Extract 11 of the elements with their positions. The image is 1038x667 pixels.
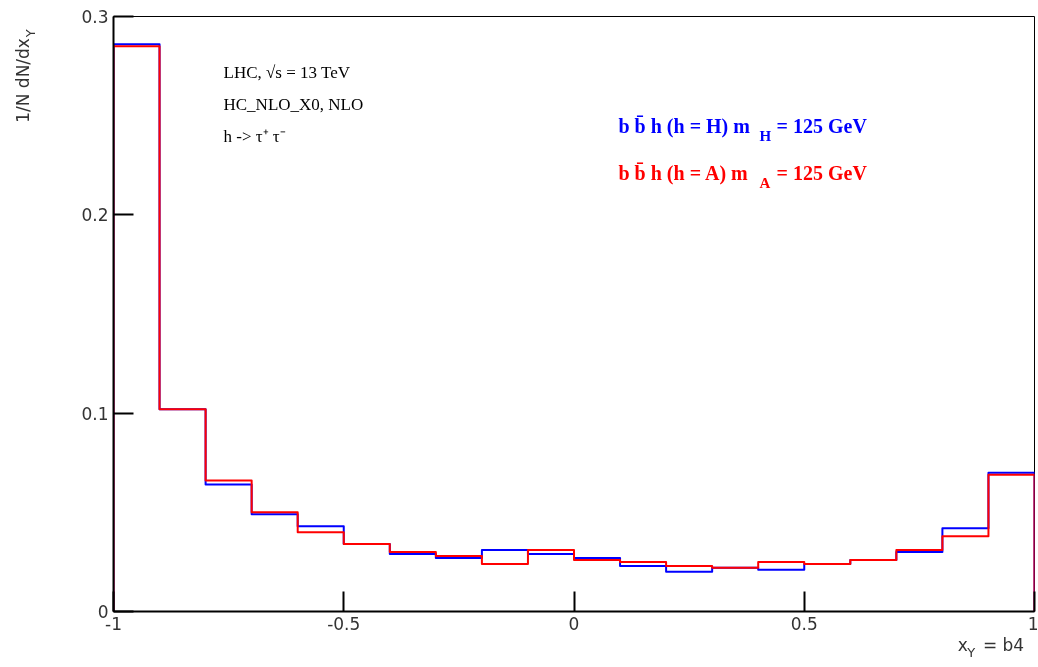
x-tick-label: 1 — [1027, 613, 1038, 634]
annotation: LHC, √s = 13 TeV — [223, 62, 351, 82]
annotation: h -> τ⁺ τ⁻ — [223, 126, 286, 146]
x-tick-label: 0 — [568, 613, 580, 634]
y-tick-label: 0.3 — [81, 7, 109, 27]
annotation: HC_NLO_X0, NLO — [223, 94, 364, 114]
y-axis-title: 1/N dN/dxY — [12, 29, 39, 123]
x-tick-label: 0.5 — [790, 613, 818, 634]
y-tick-label: 0.1 — [81, 403, 109, 424]
x-tick-label: -0.5 — [327, 613, 361, 634]
y-tick-label: 0.2 — [81, 205, 109, 226]
